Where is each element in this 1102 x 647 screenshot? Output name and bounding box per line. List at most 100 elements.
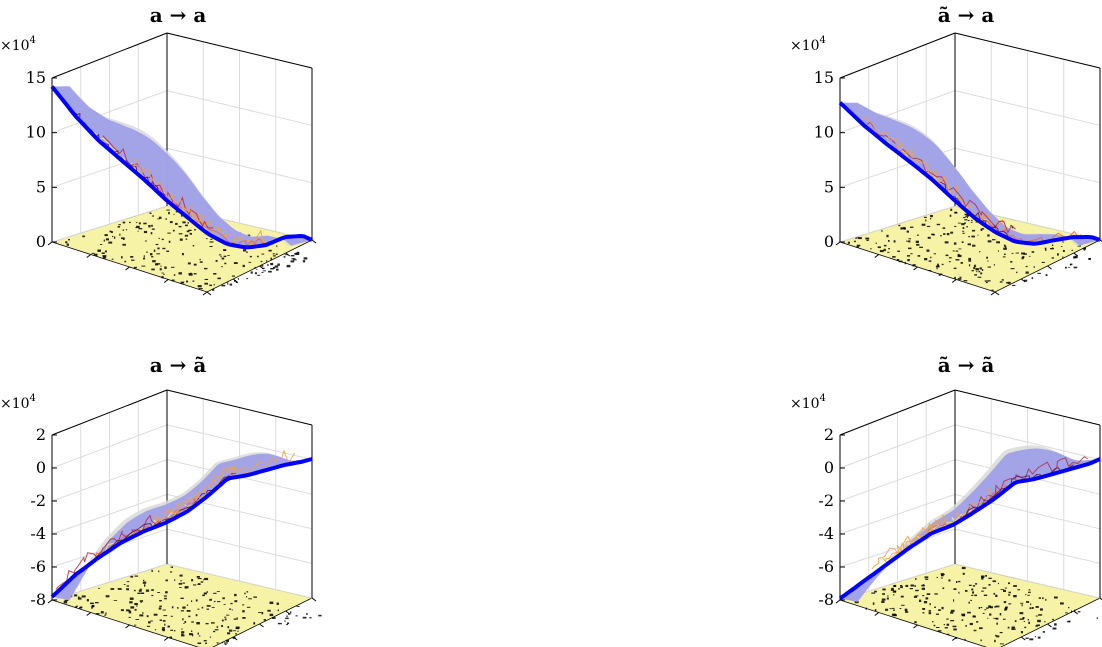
floor-speckle [256, 268, 258, 270]
floor-speckle [1028, 255, 1031, 257]
floor-speckle [191, 630, 193, 632]
floor-speckle [1088, 258, 1091, 260]
floor-speckle [211, 606, 215, 608]
floor-speckle [109, 230, 112, 233]
floor-speckle [982, 612, 985, 614]
floor-speckle [952, 625, 957, 628]
floor-tick [202, 291, 208, 296]
floor-speckle [975, 583, 978, 585]
floor-speckle [302, 616, 307, 619]
floor-speckle [213, 273, 217, 275]
floor-speckle [95, 613, 100, 615]
z-tick-label: 10 [814, 123, 834, 142]
floor-speckle [971, 594, 974, 596]
floor-speckle [181, 631, 185, 634]
floor-speckle [145, 589, 150, 592]
floor-speckle [1004, 608, 1007, 611]
floor-speckle [130, 256, 134, 258]
floor-speckle [1034, 636, 1036, 638]
floor-speckle [968, 601, 970, 604]
floor-speckle [916, 243, 920, 246]
floor-speckle [1014, 620, 1017, 623]
floor-speckle [1003, 589, 1006, 592]
floor-tick [835, 241, 841, 246]
floor-speckle [971, 235, 975, 238]
floor-speckle [234, 600, 238, 603]
floor-speckle [1035, 606, 1039, 608]
floor-speckle [977, 234, 979, 236]
floor-speckle [212, 288, 215, 291]
floor-speckle [237, 278, 239, 280]
floor-speckle [144, 240, 147, 242]
floor-speckle [1001, 279, 1004, 281]
floor-speckle [234, 593, 237, 597]
floor-speckle [161, 628, 165, 631]
floor-speckle [77, 597, 82, 600]
floor-speckle [178, 272, 182, 275]
floor-speckle [993, 264, 995, 266]
floor-speckle [268, 270, 272, 273]
floor-speckle [186, 604, 189, 606]
floor-speckle [151, 589, 154, 591]
floor-speckle [904, 261, 906, 265]
floor-speckle [128, 616, 131, 618]
floor-speckle [1022, 617, 1025, 619]
floor-speckle [960, 262, 963, 264]
floor-speckle [134, 608, 137, 611]
floor-speckle [261, 272, 264, 273]
floor-speckle [987, 234, 990, 237]
floor-speckle [64, 599, 69, 601]
floor-speckle [1012, 284, 1016, 286]
floor-speckle [318, 614, 322, 617]
z-tick-label: -2 [30, 491, 46, 510]
floor-speckle [953, 267, 957, 269]
floor-speckle [1061, 246, 1063, 247]
floor-speckle [210, 238, 213, 240]
floor-speckle [1031, 277, 1034, 280]
floor-speckle [152, 215, 154, 217]
floor-speckle [246, 606, 251, 608]
floor-speckle [905, 584, 909, 587]
floor-speckle [922, 612, 925, 614]
floor-speckle [970, 599, 972, 601]
floor-speckle [217, 601, 221, 603]
floor-speckle [201, 606, 204, 609]
floor-tick [951, 279, 957, 283]
floor-speckle [943, 233, 946, 235]
floor-speckle [123, 584, 126, 585]
floor-speckle [954, 212, 958, 214]
floor-speckle [139, 614, 144, 617]
floor-speckle [1000, 589, 1005, 590]
floor-speckle [856, 245, 859, 248]
floor-speckle [937, 263, 939, 265]
floor-speckle [181, 253, 184, 256]
floor-speckle [924, 258, 928, 261]
floor-speckle [188, 229, 192, 231]
floor-speckle [220, 255, 222, 258]
floor-speckle [955, 250, 959, 252]
floor-speckle [989, 613, 992, 616]
floor-speckle [881, 598, 886, 601]
floor-speckle [964, 213, 967, 216]
floor-speckle [146, 251, 148, 253]
floor-speckle [978, 270, 981, 273]
floor-speckle [957, 278, 962, 280]
floor-tick [86, 254, 92, 258]
floor-speckle [160, 265, 162, 267]
floor-speckle [995, 605, 1000, 608]
floor-speckle [1010, 268, 1015, 270]
floor-speckle [935, 265, 940, 268]
floor-speckle [950, 620, 955, 622]
floor-speckle [1062, 256, 1064, 259]
floor-speckle [105, 595, 110, 598]
floor-speckle [1051, 257, 1054, 259]
floor-speckle [262, 270, 266, 272]
floor-speckle [170, 566, 173, 568]
floor-speckle [186, 280, 189, 283]
floor-speckle [1016, 271, 1018, 274]
floor-speckle [141, 265, 146, 267]
floor-speckle [193, 584, 197, 586]
axis-edge [839, 32, 956, 79]
floor-speckle [1038, 597, 1041, 599]
floor-speckle [184, 587, 187, 589]
